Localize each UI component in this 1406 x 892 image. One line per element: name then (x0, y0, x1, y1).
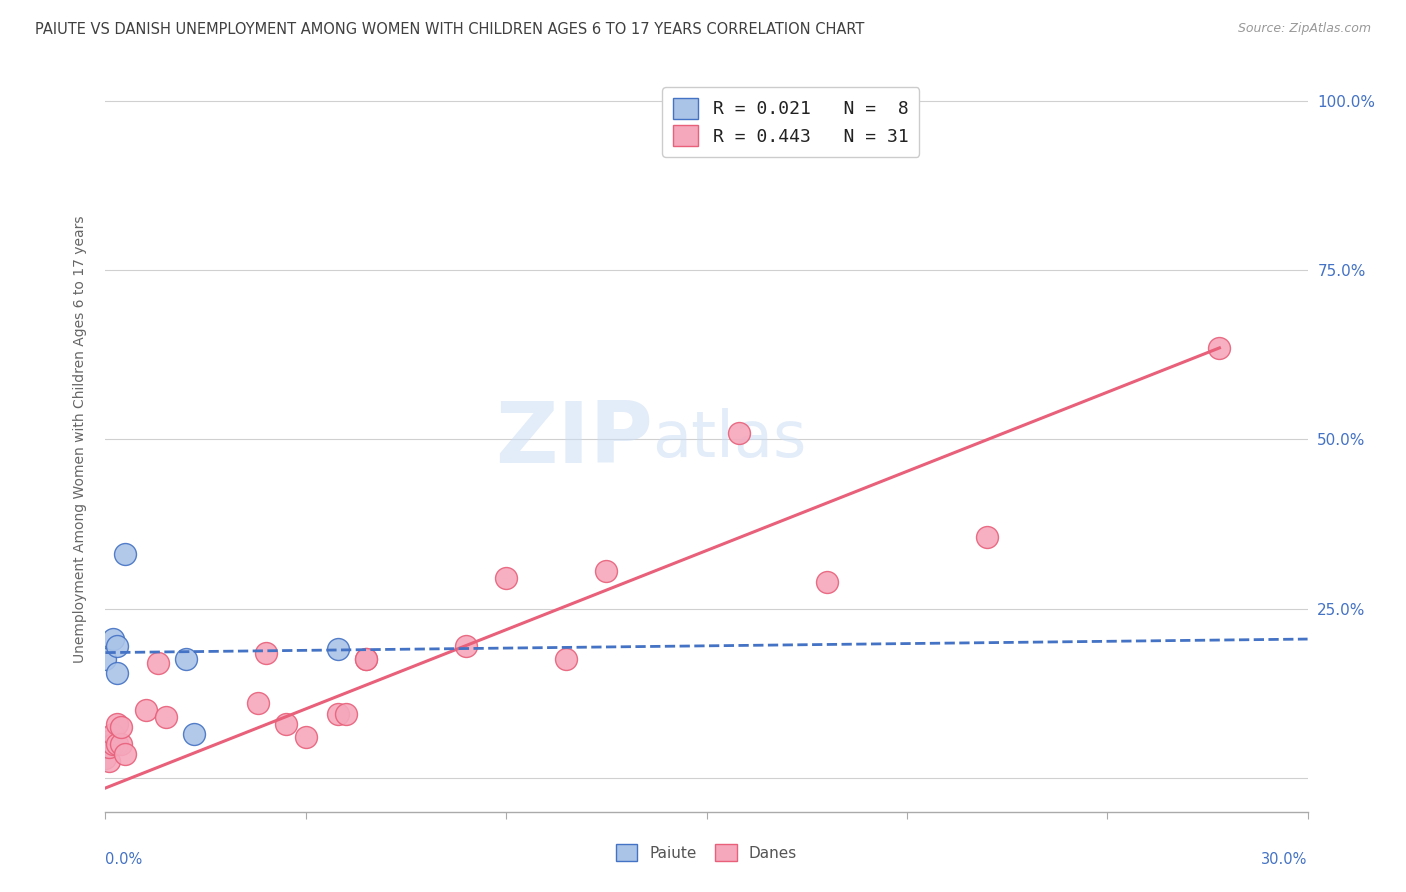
Point (103, 727, 125, 741)
Point (98, 754, 121, 768)
Text: Source: ZipAtlas.com: Source: ZipAtlas.com (1237, 22, 1371, 36)
Point (354, 652, 377, 666)
Point (183, 727, 205, 741)
Legend: Paiute, Danes: Paiute, Danes (610, 838, 803, 867)
Point (174, 652, 197, 666)
Point (254, 646, 277, 660)
Point (107, 665, 129, 680)
Point (555, 652, 578, 666)
Point (107, 716, 129, 731)
Point (155, 710, 177, 724)
Point (495, 571, 517, 585)
Point (326, 642, 349, 657)
Point (114, 747, 136, 761)
Point (1208, 341, 1230, 355)
Point (107, 737, 129, 751)
Y-axis label: Unemployment Among Women with Children Ages 6 to 17 years: Unemployment Among Women with Children A… (73, 216, 87, 663)
Text: PAIUTE VS DANISH UNEMPLOYMENT AMONG WOMEN WITH CHILDREN AGES 6 TO 17 YEARS CORRE: PAIUTE VS DANISH UNEMPLOYMENT AMONG WOME… (35, 22, 865, 37)
Point (110, 720, 132, 734)
Point (335, 706, 357, 721)
Point (103, 737, 125, 751)
Point (98, 740, 121, 755)
Point (976, 531, 998, 545)
Point (114, 548, 136, 562)
Point (110, 737, 132, 751)
Point (815, 574, 838, 589)
Point (295, 730, 318, 744)
Point (146, 656, 169, 670)
Point (135, 703, 157, 717)
Text: ZIP: ZIP (495, 398, 652, 481)
Point (246, 697, 269, 711)
Text: 0.0%: 0.0% (105, 852, 142, 867)
Point (354, 652, 377, 666)
Point (107, 639, 129, 653)
Point (274, 716, 297, 731)
Point (595, 565, 617, 579)
Point (727, 425, 749, 440)
Text: 30.0%: 30.0% (1261, 852, 1308, 867)
Point (94, 652, 117, 666)
Point (94, 750, 117, 764)
Point (94, 740, 117, 755)
Point (103, 632, 125, 646)
Point (326, 706, 349, 721)
Point (98, 733, 121, 747)
Point (454, 639, 477, 653)
Text: atlas: atlas (652, 409, 807, 470)
